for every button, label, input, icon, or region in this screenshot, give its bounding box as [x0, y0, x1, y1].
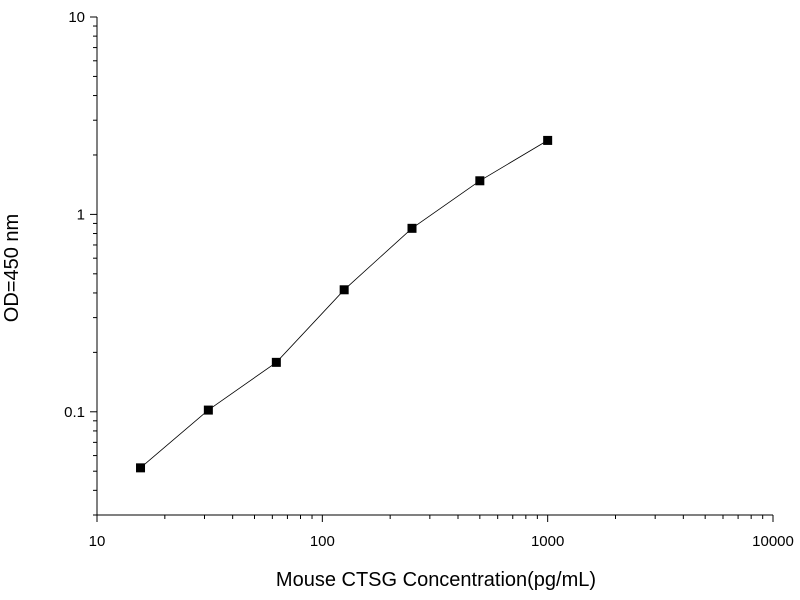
data-point-marker [407, 223, 417, 233]
y-tick-label: 10 [68, 9, 85, 26]
y-tick-label: 1 [77, 206, 85, 223]
x-tick-label: 10000 [752, 533, 794, 550]
x-tick-label: 1000 [531, 533, 564, 550]
data-point-marker [271, 357, 281, 367]
data-point-marker [543, 135, 553, 145]
y-axis-label: OD=450 nm [1, 214, 23, 322]
series-line [140, 140, 548, 469]
x-axis-label: Mouse CTSG Concentration(pg/mL) [276, 569, 596, 591]
x-tick-label: 100 [310, 533, 335, 550]
data-point-marker [475, 176, 485, 186]
data-point-marker [339, 285, 349, 295]
data-point-marker [203, 405, 213, 415]
axes [96, 17, 773, 516]
data-point-marker [136, 463, 146, 473]
ticks: 10 100 1000 10000 0.1 1 10 [64, 9, 794, 550]
y-tick-label: 0.1 [64, 404, 85, 421]
x-tick-label: 10 [89, 533, 106, 550]
data-series [136, 135, 553, 473]
